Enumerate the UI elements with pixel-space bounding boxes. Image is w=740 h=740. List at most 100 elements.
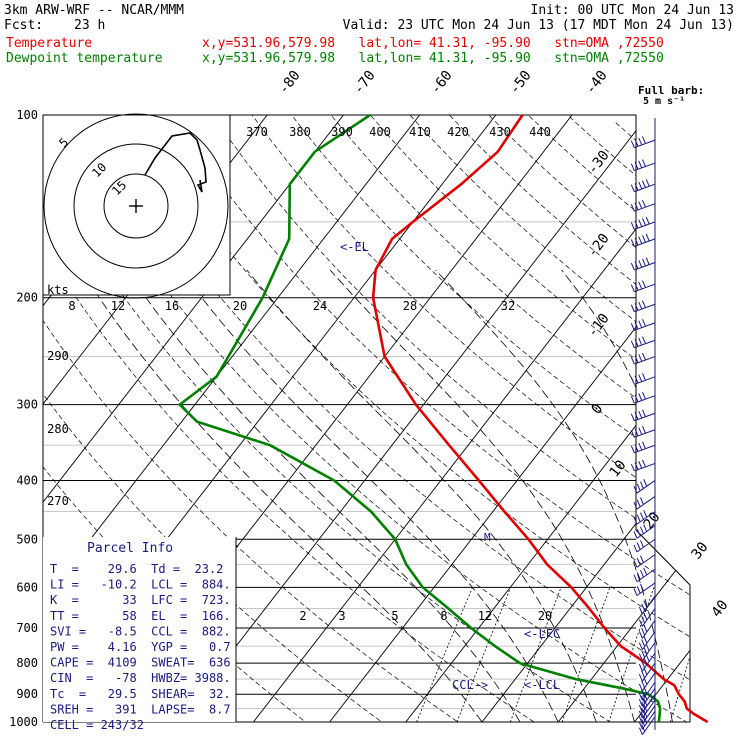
barb-flag [634,303,639,311]
barb-flag [641,718,646,727]
barb-staff [636,582,656,596]
isotherm--70 [43,115,420,722]
barb-staff [641,710,656,730]
pressure-label-700: 700 [16,621,38,635]
barb-flag [634,261,639,269]
barb-flag [638,461,643,469]
barb-flag [630,413,635,421]
isotherm-30 [711,115,740,722]
barb-flag [630,163,635,171]
barb-flag [643,704,648,712]
isotherm-label--50: -50 [507,68,535,98]
barb-flag [642,180,646,188]
dry-adiabat-400 [449,115,690,722]
barb-flag [634,394,639,403]
mixing-ratio-label-20: 20 [538,609,552,623]
barb-flag [633,485,638,494]
isotherm-0 [481,115,690,722]
barb-legend-line1: Full barb: [638,84,704,97]
barb-flag [638,699,643,707]
barb-staff [636,480,656,494]
hodograph-units: kts [47,283,69,297]
dry-adiabat-410 [488,115,690,722]
barb-flag [638,201,643,209]
barb-flag [638,606,643,615]
barb-flag [641,603,646,611]
barb-flag [630,396,635,404]
barb-flag [643,646,648,655]
barb-flag [634,375,639,384]
moist-adiabat-10 [180,269,559,722]
barb-flag [633,501,638,510]
barb-staff [641,699,656,719]
mixing-ratio-label-5: 5 [391,609,398,623]
barb-flag [641,627,646,636]
barb-flag [641,701,646,710]
barb-flag [638,260,643,268]
dry-adiabat-280 [43,115,555,722]
hodograph-ring-3 [43,113,229,299]
isotherm-label--70: -70 [351,68,379,98]
barb-flag [642,336,646,344]
barb-flag [645,216,650,225]
barb-flag [643,657,648,665]
barb-flag [642,441,646,449]
hodograph-ring-1 [103,173,169,239]
barb-flag [638,642,643,650]
pressure-label-300: 300 [16,398,38,412]
barb-flag [643,600,648,608]
barb-staff [641,716,656,735]
barb-flag [643,510,648,518]
barb-flag [636,542,641,550]
dry-adiabat-290 [43,115,632,722]
parcel-row-10: CELL = 243/32 [50,718,144,732]
theta-left-label-290: 290 [47,349,69,363]
barb-flag [642,373,646,381]
barb-flag [630,430,635,438]
barb-flag [630,184,635,192]
temperature-info: x,y=531.96,579.98 lat,lon= 41.31, -95.90… [202,36,664,51]
mixing-ratio-label-12: 12 [478,609,492,623]
barb-flag [645,257,650,265]
parcel-row-6: CAPE = 4109 SWEAT= 636 [50,656,231,670]
barb-flag [633,560,638,568]
barb-flag [633,544,638,553]
barb-flag [638,301,643,310]
barb-flag [630,284,635,292]
barb-flag [642,136,646,144]
barb-flag [642,409,646,417]
lcl-annotation: <-LCL [524,678,560,692]
theta-label-440: 440 [529,125,551,139]
barb-flag [643,612,648,621]
temperature-line [371,114,709,724]
barb-flag [641,707,646,715]
barb-staff [636,568,656,583]
mixing-ratio-label-8: 8 [440,609,447,623]
parcel-title: Parcel Info [87,541,173,556]
barb-staff [641,705,656,724]
theta-label-400: 400 [369,125,391,139]
moist-adiabat-15 [246,269,597,722]
isotherm-label--20: -20 [585,231,613,261]
barb-flag [641,724,646,732]
barb-flag [638,219,643,227]
isotherm-10 [557,115,690,722]
dry-adiabat-330 [172,115,690,722]
temperature-label: Temperature [6,36,93,51]
ccl-annotation: CCL-> [452,678,488,692]
isotherm-label-40: 40 [709,597,732,620]
barb-flag [630,356,635,365]
barb-flag [633,574,638,582]
parcel-row-2: K = 33 LFC = 723. [50,593,231,607]
isotherm-label--60: -60 [428,68,456,98]
barb-flag [638,674,643,682]
barb-flag [638,716,643,724]
pressure-label-400: 400 [16,473,38,487]
barb-flag [636,586,641,594]
theta-label-380: 380 [289,125,311,139]
barb-flag [630,239,635,247]
dry-adiabat-270 [43,115,478,722]
barb-flag [630,445,635,453]
